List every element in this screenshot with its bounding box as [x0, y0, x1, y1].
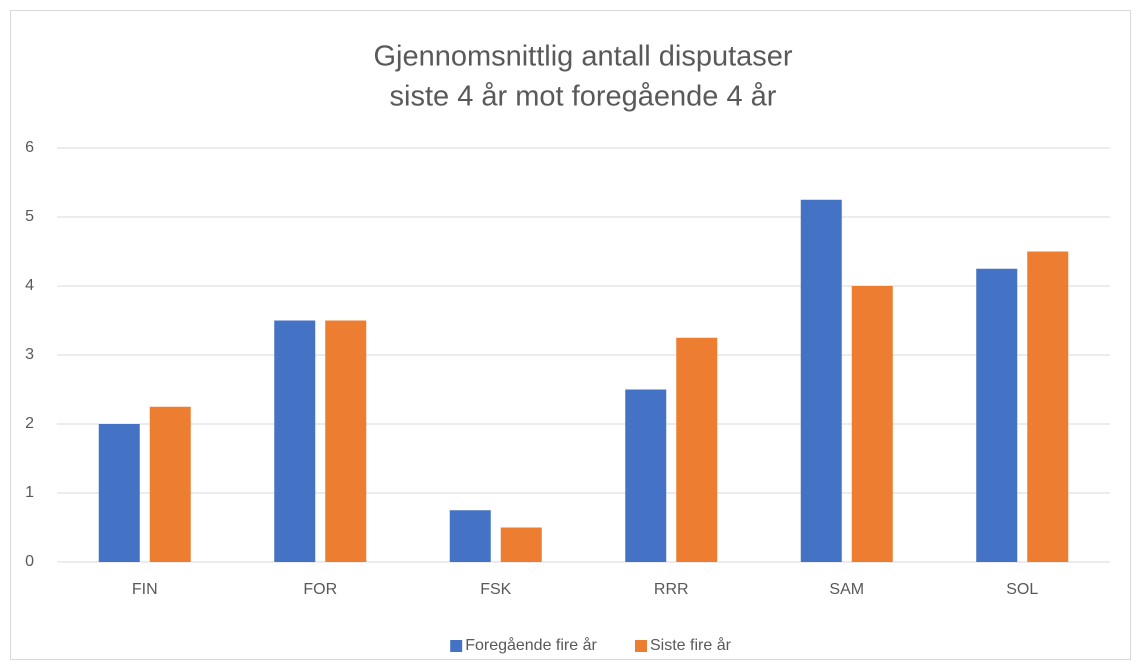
bar: [625, 389, 667, 562]
chart-title: siste 4 år mot foregående 4 år: [390, 81, 777, 113]
y-tick-label: 2: [25, 415, 34, 432]
bar: [149, 406, 191, 562]
legend-swatch: [635, 640, 647, 652]
x-tick-label: FIN: [132, 581, 158, 598]
bar: [449, 510, 491, 562]
bar: [274, 320, 316, 562]
y-tick-label: 0: [25, 553, 34, 570]
chart-title: Gjennomsnittlig antall disputaser: [373, 41, 792, 73]
x-tick-label: SOL: [1006, 581, 1038, 598]
legend-swatch: [450, 640, 463, 652]
bar: [500, 527, 542, 562]
bar: [976, 268, 1018, 562]
x-tick-label: FOR: [303, 581, 337, 598]
y-tick-label: 6: [25, 139, 34, 156]
legend-label: Foregående fire år: [465, 636, 597, 654]
x-tick-label: RRR: [654, 581, 689, 598]
y-tick-label: 1: [25, 484, 34, 501]
bar: [325, 320, 367, 562]
bar: [1027, 251, 1069, 562]
legend-label: Siste fire år: [650, 636, 732, 654]
bar: [676, 337, 718, 562]
y-tick-label: 4: [25, 277, 34, 294]
bar: [98, 424, 140, 562]
x-tick-label: SAM: [829, 581, 864, 598]
y-tick-label: 3: [25, 346, 34, 363]
y-tick-label: 5: [25, 208, 34, 225]
bar: [800, 199, 842, 562]
bar: [851, 286, 893, 562]
x-tick-label: FSK: [480, 581, 511, 598]
chart-border: [10, 10, 1131, 660]
